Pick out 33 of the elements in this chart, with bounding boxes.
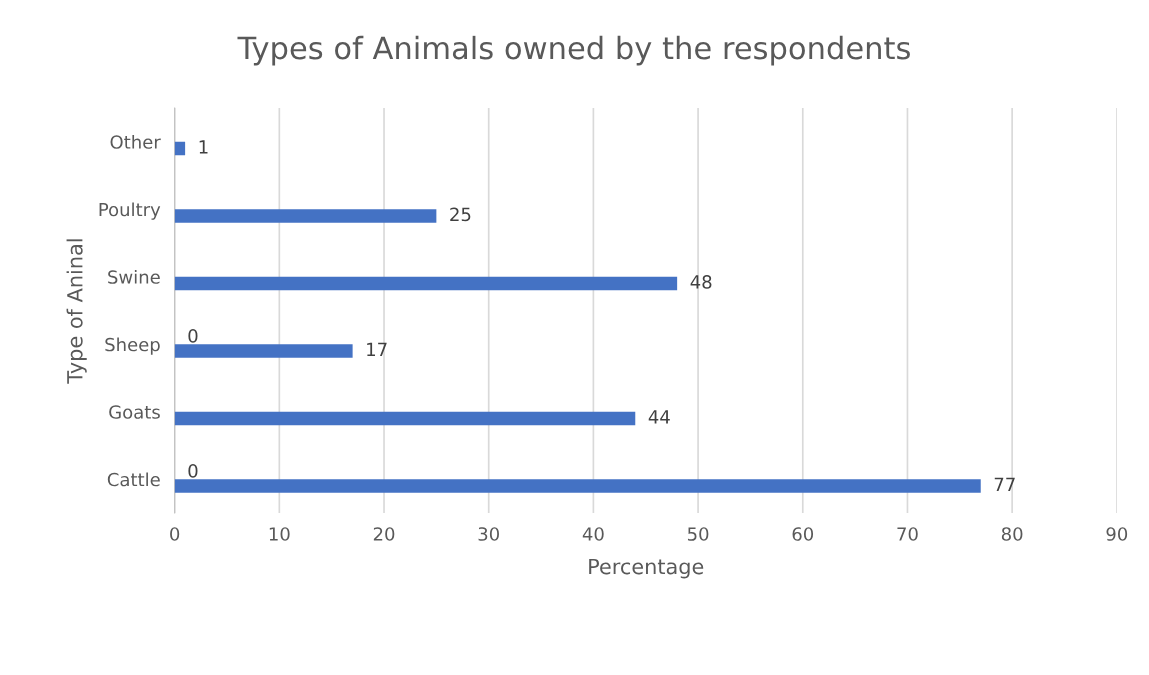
data-label: 1 (199, 140, 208, 154)
y-tick-label: Other (110, 134, 161, 149)
x-tick-label: 60 (792, 527, 814, 541)
bar (174, 344, 353, 358)
x-tick-label: 10 (269, 527, 290, 541)
data-label: 17 (367, 342, 387, 356)
y-tick-label: Goats (109, 405, 160, 419)
y-tick-label: Sheep (105, 337, 160, 355)
x-tick-label: 40 (582, 527, 604, 541)
chart-title: Types of Animals owned by the respondents (237, 35, 910, 66)
bar (174, 209, 437, 223)
x-tick-label: 30 (478, 527, 499, 541)
x-tick-label: 70 (897, 527, 918, 541)
x-tick-label: 0 (170, 527, 180, 541)
data-label: 44 (648, 410, 670, 424)
data-label: 77 (994, 477, 1015, 491)
y-axis-title: Type of Aninal (66, 239, 87, 384)
bar (174, 276, 678, 291)
data-label: 48 (690, 275, 712, 289)
bar (174, 411, 636, 426)
x-tick-label: 50 (687, 527, 709, 541)
bar (174, 479, 981, 493)
bar (174, 141, 186, 156)
y-tick-label: Swine (108, 269, 160, 284)
x-tick-label: 90 (1106, 527, 1128, 541)
data-label: 0 (188, 329, 198, 343)
x-tick-label: 20 (373, 527, 395, 541)
data-label: 25 (450, 207, 471, 222)
x-axis-title: Percentage (589, 558, 704, 579)
data-label: 0 (188, 464, 198, 478)
x-tick-label: 80 (1001, 527, 1023, 541)
y-tick-label: Poultry (99, 202, 161, 220)
y-tick-label: Cattle (107, 472, 160, 487)
